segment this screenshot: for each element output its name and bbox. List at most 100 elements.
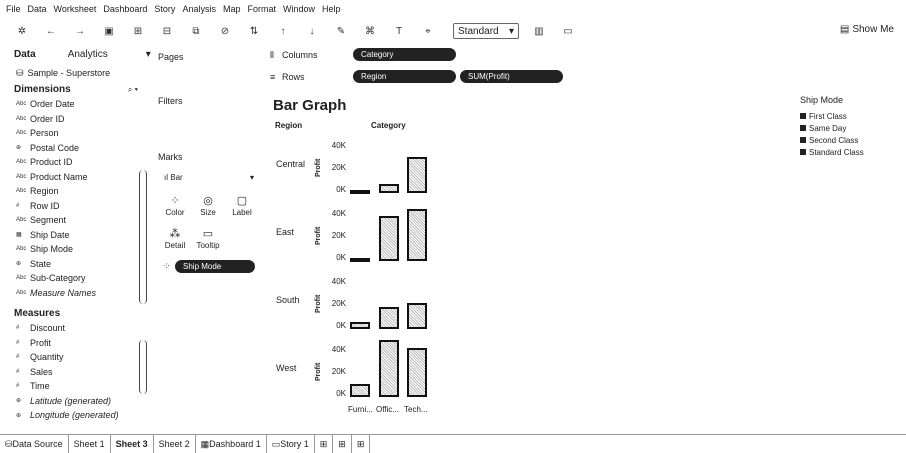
menu-item-help[interactable]: Help [322,4,341,14]
field-item[interactable]: ⊕ Postal Code [0,141,152,156]
bar-mark[interactable] [407,347,427,397]
show-me-button[interactable]: ▤ Show Me [840,24,894,35]
legend-item[interactable]: Same Day [800,122,864,134]
measures-header: Measures [0,306,152,321]
mark-type-select[interactable]: ıl Bar ▾ [164,173,254,185]
highlight-icon[interactable]: ✎ [336,25,346,37]
new-story-icon[interactable]: ⊞ [352,434,371,453]
tab-sheet-2[interactable]: Sheet 2 [154,434,196,453]
datasource-item[interactable]: ⛁ Sample - Superstore [0,64,152,82]
dimensions-header: Dimensions ⌕ ▾ [0,82,152,97]
field-item[interactable]: ⊕ State [0,257,152,272]
menu-item-file[interactable]: File [6,4,21,14]
legend-item[interactable]: First Class [800,110,864,122]
menu-item-format[interactable]: Format [247,4,276,14]
bar-mark[interactable] [407,209,427,261]
field-item[interactable]: # Time [0,379,152,394]
field-item[interactable]: # Profit [0,336,152,351]
color-button[interactable]: ⁘ Color [160,194,190,224]
tab-analytics[interactable]: Analytics [67,48,108,60]
field-item[interactable]: Abc Ship Mode [0,242,152,257]
undo-icon[interactable]: ← [46,25,56,37]
tab-sheet-1[interactable]: Sheet 1 [69,434,111,453]
new-datasource-icon[interactable]: ⊞ [133,25,143,37]
pin-icon[interactable]: ⌖ [425,25,431,37]
menu-item-dashboard[interactable]: Dashboard [103,4,148,14]
field-item[interactable]: ⊕ Latitude (generated) [0,394,152,409]
tab-data-source[interactable]: ⛁ Data Source [0,434,69,453]
tooltip-button[interactable]: ▭ Tooltip [193,227,223,257]
labels-icon[interactable]: T [395,25,403,37]
bar-mark[interactable] [379,184,399,193]
bar-mark[interactable] [407,302,427,329]
bar-mark[interactable] [350,257,370,262]
swap-icon[interactable]: ⇅ [249,25,259,37]
bar-mark[interactable] [350,384,370,397]
field-item[interactable]: ⊕ Longitude (generated) [0,408,152,423]
duplicate-icon[interactable]: ⧉ [192,25,200,37]
pane-menu-icon[interactable]: ▾ [145,48,151,60]
bar-mark[interactable] [407,156,427,193]
search-icon[interactable]: ⌕ ▾ [127,84,138,94]
field-item[interactable]: Abc Order ID [0,112,152,127]
fit-select[interactable]: Standard ▾ [453,23,519,39]
sort-asc-icon[interactable]: ↑ [280,25,286,37]
bar-mark[interactable] [379,307,399,329]
field-item[interactable]: Abc Order Date [0,97,152,112]
menu-item-worksheet[interactable]: Worksheet [53,4,97,14]
y-tick-label: 0K [336,185,346,194]
measures-scrollbar[interactable] [139,340,147,394]
field-item[interactable]: Abc Sub-Category [0,271,152,286]
menu-item-analysis[interactable]: Analysis [182,4,216,14]
chevron-down-icon: ▾ [249,173,254,182]
tab-label: Data Source [12,439,63,449]
sort-desc-icon[interactable]: ↓ [309,25,315,37]
chart-icon[interactable]: ▥ [534,25,544,37]
field-item[interactable]: Abc Segment [0,213,152,228]
field-item[interactable]: Abc Region [0,184,152,199]
legend-item[interactable]: Second Class [800,134,864,146]
menu-item-window[interactable]: Window [282,4,315,14]
bar-mark[interactable] [379,215,399,261]
tab-story-1[interactable]: ▭ Story 1 [267,434,315,453]
dimensions-scrollbar[interactable] [139,170,147,304]
tab-sheet-3[interactable]: Sheet 3 [111,434,154,453]
tab-dashboard-1[interactable]: ▦ Dashboard 1 [196,434,267,453]
field-item[interactable]: # Row ID [0,199,152,214]
group-icon[interactable]: ⌘ [365,25,375,37]
field-item[interactable]: # Quantity [0,350,152,365]
new-worksheet-icon[interactable]: ⊟ [162,25,172,37]
marks-pill-ship-mode[interactable]: Ship Mode [175,260,255,273]
tab-data[interactable]: Data [14,48,36,60]
size-button[interactable]: ◎ Size [193,194,223,224]
new-worksheet-icon[interactable]: ⊞ [315,434,334,453]
field-item[interactable]: # Sales [0,365,152,380]
new-dashboard-icon[interactable]: ⊞ [333,434,352,453]
bar-mark[interactable] [350,190,370,194]
field-item[interactable]: Abc Measure Names [0,286,152,301]
bar-mark[interactable] [379,339,399,397]
label-button[interactable]: ▢ Label [227,194,257,224]
save-icon[interactable]: ▣ [104,25,114,37]
field-item[interactable]: Abc Person [0,126,152,141]
bar-mark[interactable] [350,322,370,329]
tableau-logo-icon[interactable]: ✲ [17,25,27,37]
field-item[interactable]: # Discount [0,321,152,336]
menu-item-data[interactable]: Data [27,4,47,14]
field-name: Ship Date [30,229,70,240]
field-name: Time [30,381,50,392]
presentation-icon[interactable]: ▭ [563,25,573,37]
menu-item-map[interactable]: Map [222,4,241,14]
columns-pill-category[interactable]: Category [353,48,456,61]
redo-icon[interactable]: → [75,25,85,37]
field-item[interactable]: Abc Product Name [0,170,152,185]
rows-pill-region[interactable]: Region [353,70,456,83]
field-item[interactable]: ▦ Ship Date [0,228,152,243]
field-item[interactable]: Abc Product ID [0,155,152,170]
menu-item-story[interactable]: Story [154,4,176,14]
rows-pill-profit[interactable]: SUM(Profit) [460,70,563,83]
y-tick-label: 0K [336,389,346,398]
clear-icon[interactable]: ⊘ [220,25,230,37]
detail-button[interactable]: ⁂ Detail [160,227,190,257]
legend-item[interactable]: Standard Class [800,146,864,158]
